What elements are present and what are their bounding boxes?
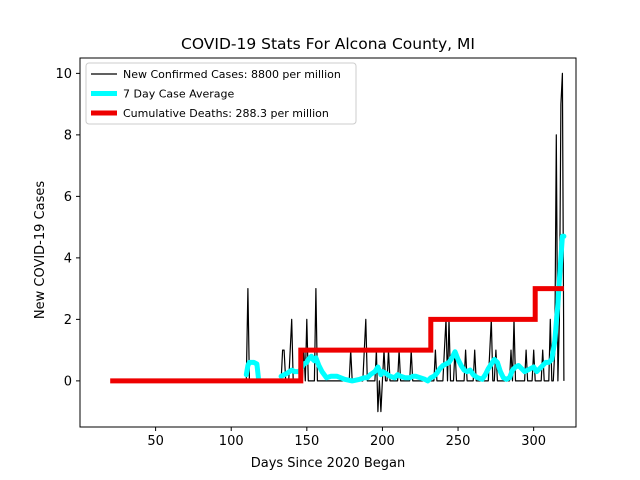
- series-7-day-average-segment-2: [278, 233, 567, 384]
- y-tick-label-2: 2: [64, 313, 72, 328]
- y-tick-label-6: 6: [64, 190, 72, 205]
- x-tick-label-100: 100: [219, 434, 244, 449]
- x-tick-label-200: 200: [370, 434, 395, 449]
- legend: New Confirmed Cases: 8800 per million 7 D…: [85, 62, 357, 125]
- x-axis-label: Days Since 2020 Began: [251, 456, 406, 471]
- axes: 50 100 150 200 250 300 0 2 4 6 8 10: [55, 57, 577, 449]
- series-7-day-average-segment-1: [243, 359, 261, 381]
- legend-label-cumulative-deaths: Cumulative Deaths: 288.3 per million: [123, 107, 329, 120]
- y-tick-label-10: 10: [55, 67, 72, 82]
- series-new-cases-line: [245, 72, 565, 413]
- legend-label-new-cases: New Confirmed Cases: 8800 per million: [123, 68, 341, 81]
- legend-label-7-day-average: 7 Day Case Average: [123, 88, 235, 101]
- axes-frame: [79, 57, 577, 428]
- x-tick-label-50: 50: [147, 434, 164, 449]
- x-tick-label-250: 250: [446, 434, 471, 449]
- legend-box: [85, 62, 357, 125]
- y-tick-label-0: 0: [64, 374, 72, 389]
- y-tick-label-4: 4: [64, 251, 72, 266]
- x-tick-label-300: 300: [521, 434, 546, 449]
- series-cumulative-deaths-line: [110, 286, 564, 384]
- y-axis-label: New COVID-19 Cases: [33, 181, 48, 319]
- plot-area: [110, 72, 567, 413]
- y-tick-label-8: 8: [64, 128, 72, 143]
- x-tick-label-150: 150: [294, 434, 319, 449]
- chart-title: COVID-19 Stats For Alcona County, MI: [181, 35, 475, 53]
